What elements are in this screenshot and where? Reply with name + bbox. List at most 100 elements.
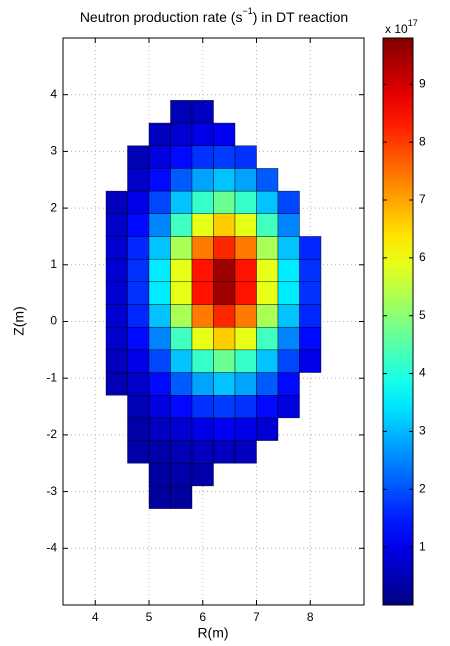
y-tick-label: 1 (50, 257, 57, 271)
title-text: Neutron production rate (s (80, 9, 243, 25)
y-tick-label: -1 (46, 370, 57, 384)
heatmap-cell (127, 145, 150, 169)
heatmap-cell (277, 349, 300, 373)
heatmap-cell (234, 190, 257, 214)
heatmap-cell (191, 349, 214, 373)
heatmap-cell (105, 349, 128, 373)
heatmap-cell (256, 395, 279, 419)
heatmap-cell (148, 304, 171, 328)
x-tick-label: 5 (146, 610, 153, 624)
heatmap-cell (148, 349, 171, 373)
y-tick-label: -2 (46, 427, 57, 441)
heatmap-cell (277, 395, 300, 419)
heatmap-cells (105, 100, 322, 509)
heatmap-cell (127, 236, 150, 260)
heatmap-cell (148, 213, 171, 237)
heatmap-cell (170, 213, 193, 237)
axes: 4 5 6 7 8 -4 -3 -2 -1 0 1 2 3 4 1 2 3 4 5 6 7 8 9 (46, 37, 426, 624)
heatmap-cell (191, 326, 214, 351)
chart-title: Neutron production rate (s−1) in DT reac… (80, 6, 348, 24)
heatmap-cell (127, 395, 150, 419)
heatmap-cell (170, 349, 193, 373)
y-axis-label: Z(m) (11, 306, 27, 336)
y-tick-label: -4 (46, 540, 57, 554)
heatmap-cell (234, 417, 257, 441)
heatmap-cell (234, 372, 257, 396)
heatmap-cell (191, 258, 214, 283)
heatmap-cell (256, 326, 279, 351)
heatmap-cell (213, 213, 236, 237)
heatmap-cell (213, 145, 236, 169)
colorbar-tick-label: 2 (419, 481, 426, 495)
heatmap-cell (127, 349, 150, 373)
heatmap-cell (234, 236, 257, 260)
heatmap-cell (170, 236, 193, 260)
heatmap-cell (127, 190, 150, 214)
colorbar-tick-label: 3 (419, 424, 426, 438)
heatmap-cell (277, 372, 300, 396)
heatmap-cell (148, 236, 171, 260)
heatmap-cell (127, 168, 150, 192)
heatmap-cell (256, 190, 279, 214)
heatmap-cell (234, 213, 257, 237)
heatmap-cell (299, 236, 322, 260)
heatmap-cell (105, 372, 128, 396)
heatmap-cell (148, 281, 171, 305)
colorbar-tick-label: 4 (419, 366, 426, 380)
y-tick-label: 2 (50, 200, 57, 214)
heatmap-cell (191, 100, 214, 124)
x-tick-label: 4 (92, 610, 99, 624)
heatmap-cell (105, 258, 128, 283)
heatmap-cell (256, 417, 279, 441)
heatmap-cell (170, 145, 193, 169)
colorbar-tick-label: 5 (419, 308, 426, 322)
heatmap-cell (299, 258, 322, 283)
heatmap-cell (213, 304, 236, 328)
heatmap-cell (256, 168, 279, 192)
heatmap-cell (191, 417, 214, 441)
heatmap-cell (277, 326, 300, 351)
heatmap-cell (170, 258, 193, 283)
colorbar-multiplier: x 1017 (385, 18, 418, 36)
heatmap-cell (105, 190, 128, 214)
heatmap-cell (127, 440, 150, 464)
heatmap-cell (191, 463, 214, 487)
heatmap-cell (105, 236, 128, 260)
title-superscript: −1 (242, 6, 252, 16)
heatmap-cell (256, 304, 279, 328)
heatmap-cell (170, 100, 193, 124)
heatmap-cell (256, 236, 279, 260)
colorbar-tick-label: 9 (419, 76, 426, 90)
heatmap-cell (299, 326, 322, 351)
heatmap-cell (213, 417, 236, 441)
heatmap-cell (127, 281, 150, 305)
heatmap-cell (191, 395, 214, 419)
heatmap-cell (213, 440, 236, 464)
heatmap-cell (234, 281, 257, 305)
heatmap-cell (213, 258, 236, 283)
heatmap-cell (213, 122, 236, 146)
heatmap-cell (256, 349, 279, 373)
heatmap-cell (170, 463, 193, 487)
heatmap-cell (191, 122, 214, 146)
heatmap-cell (277, 304, 300, 328)
grid (63, 38, 364, 605)
heatmap-cell (213, 236, 236, 260)
colorbar (382, 37, 414, 606)
heatmap-cell (256, 281, 279, 305)
heatmap-cell (105, 304, 128, 328)
heatmap-cell (191, 168, 214, 192)
heatmap-cell (127, 417, 150, 441)
heatmap-cell (170, 372, 193, 396)
heatmap-cell (170, 304, 193, 328)
heatmap-cell (191, 213, 214, 237)
heatmap-cell (213, 190, 236, 214)
y-tick-label: 3 (50, 144, 57, 158)
heatmap-cell (127, 304, 150, 328)
heatmap-cell (127, 326, 150, 351)
heatmap-cell (148, 190, 171, 214)
x-axis-label: R(m) (197, 625, 228, 641)
heatmap-cell (148, 258, 171, 283)
heatmap-cell (148, 395, 171, 419)
